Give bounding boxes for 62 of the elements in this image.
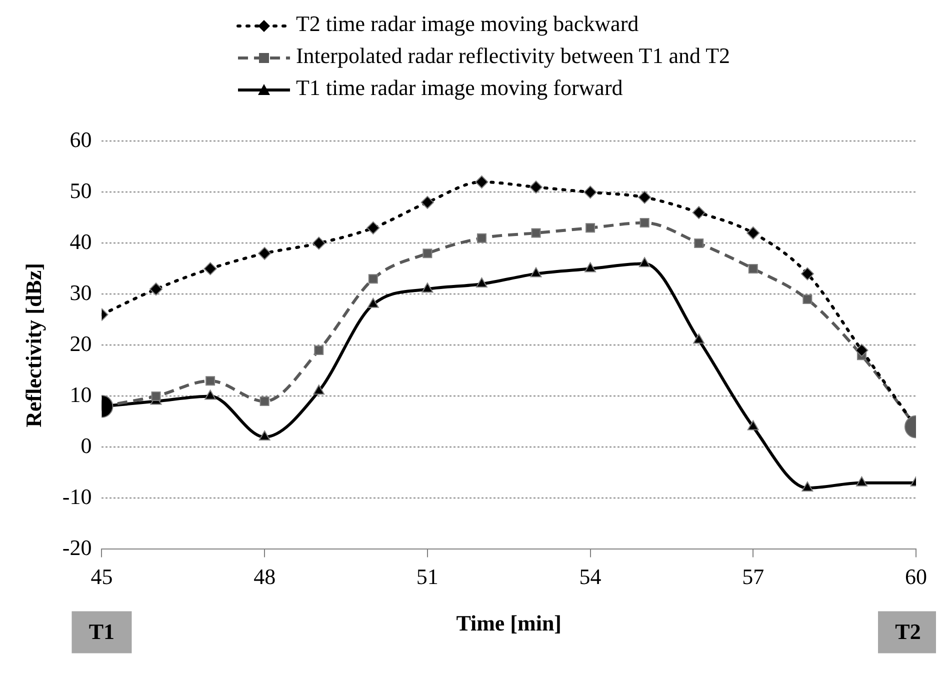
text: T2 — [895, 618, 921, 644]
y-tick-label: 0 — [80, 432, 92, 458]
point — [747, 420, 759, 430]
point — [746, 226, 760, 240]
point — [313, 384, 325, 395]
point — [693, 334, 705, 344]
point — [475, 176, 488, 188]
point — [531, 228, 541, 238]
point — [150, 282, 163, 296]
point — [856, 476, 868, 486]
point — [530, 180, 543, 194]
point — [802, 294, 812, 304]
point — [312, 236, 326, 250]
point — [420, 196, 434, 209]
point — [638, 190, 652, 204]
point — [748, 264, 758, 274]
y-tick-label: 10 — [70, 382, 92, 407]
y-axis-title: Reflectivity [dBz] — [20, 263, 46, 428]
point — [638, 257, 650, 268]
x-tick-label: 51 — [416, 564, 438, 590]
y-tick-label: 40 — [70, 228, 92, 254]
point — [584, 262, 596, 272]
x-tick-label: 45 — [90, 564, 113, 590]
point — [204, 262, 217, 276]
point — [260, 396, 270, 406]
point — [258, 430, 270, 440]
point — [314, 346, 324, 356]
point — [530, 267, 542, 278]
point — [640, 218, 650, 228]
y-tick-label: 20 — [70, 330, 92, 356]
x-axis-title: Time [min] — [456, 610, 562, 636]
point — [802, 482, 814, 492]
point — [422, 282, 434, 293]
point — [800, 267, 814, 280]
y-tick-label: -10 — [62, 484, 92, 509]
point — [366, 221, 380, 234]
point — [422, 248, 432, 258]
point — [855, 344, 868, 357]
point — [368, 274, 378, 284]
point — [692, 206, 706, 220]
legend-label: Interpolated radar reflectivity between T1 and T2 — [296, 43, 730, 68]
point — [258, 246, 272, 260]
x-tick-label: 54 — [579, 564, 602, 590]
point — [584, 186, 597, 199]
text: T1 — [88, 618, 115, 644]
point — [694, 238, 704, 248]
x-tick-label: 48 — [254, 564, 276, 590]
legend-label: T2 time radar image moving backward — [296, 11, 639, 36]
y-tick-label: -20 — [62, 534, 92, 560]
y-tick-label: 30 — [70, 280, 92, 305]
point — [586, 223, 596, 233]
point — [204, 390, 216, 400]
y-tick-label: 50 — [70, 178, 92, 203]
x-tick-label: 60 — [905, 564, 927, 590]
point — [476, 278, 488, 288]
legend-label: T1 time radar image moving forward — [296, 75, 623, 100]
point — [367, 298, 379, 308]
point — [476, 233, 486, 243]
point — [206, 376, 216, 386]
point — [151, 391, 161, 401]
y-tick-label: 60 — [70, 126, 92, 152]
x-tick-label: 57 — [742, 564, 764, 590]
